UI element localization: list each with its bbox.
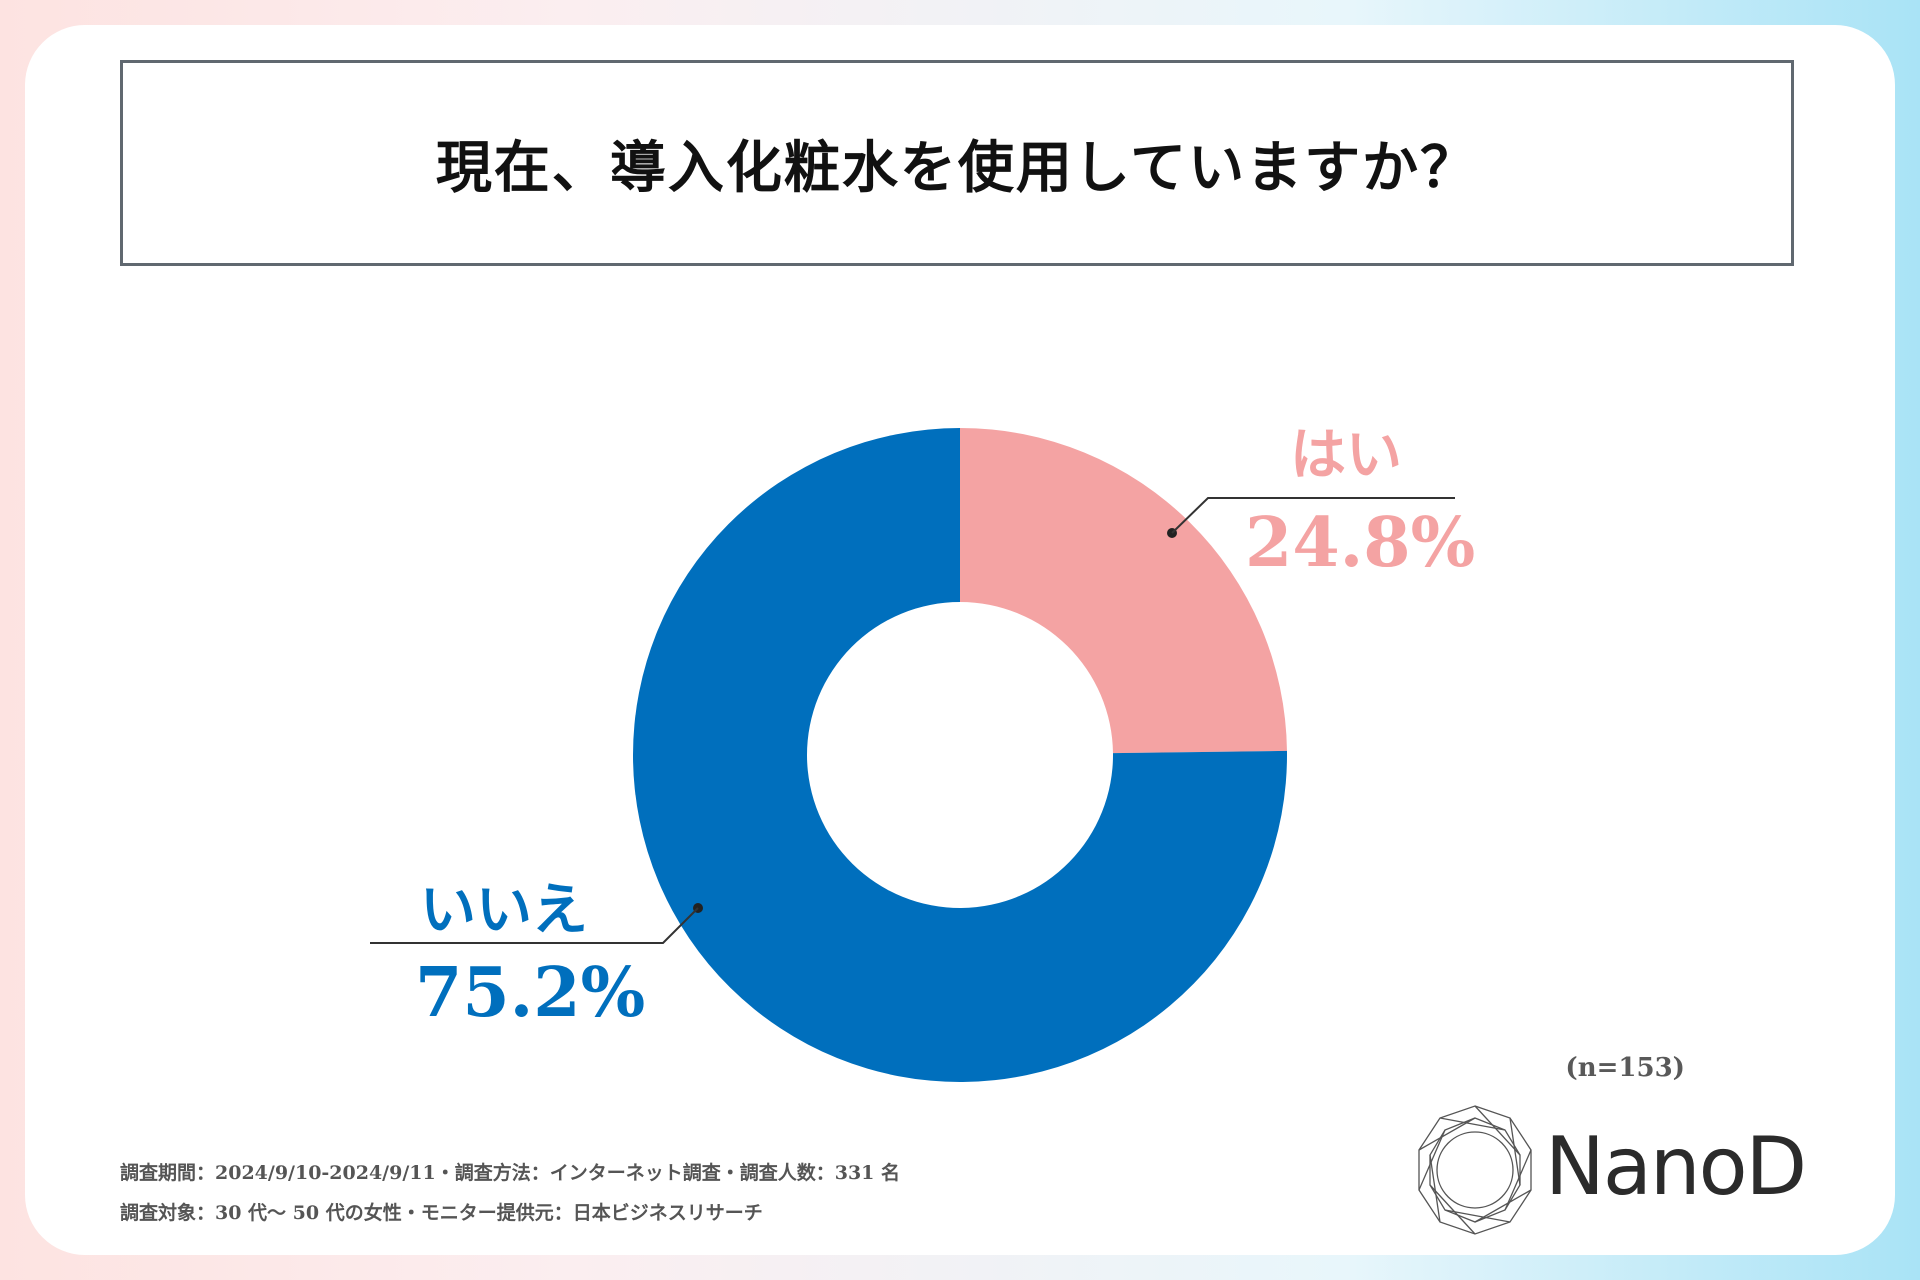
chart-title: 現在、導入化粧水を使用していますか？ [435, 134, 1479, 201]
slice-value-yes: 24.8% [1245, 503, 1476, 583]
leader-yes [1167, 497, 1455, 538]
footnote-survey-period: 調査期間：2024/9/10-2024/9/11・調査方法：インターネット調査・… [120, 1162, 901, 1184]
gem-logo-icon [1418, 1105, 1532, 1235]
leader-no-line [370, 907, 699, 944]
logo-text: NanoD [1545, 1120, 1807, 1213]
donut-chart [370, 428, 1455, 1082]
slice-value-no: 75.2% [415, 953, 646, 1033]
title-box: 現在、導入化粧水を使用していますか？ [120, 60, 1794, 266]
slice-label-yes: はい [1290, 422, 1402, 488]
leader-no [370, 903, 703, 944]
sample-size: (n=153) [1565, 1053, 1685, 1083]
slice-label-no: いいえ [420, 877, 588, 943]
donut-slice-yes [960, 428, 1287, 754]
chart-card: 現在、導入化粧水を使用していますか？ はい 24.8% いいえ 75.2% (n… [25, 25, 1895, 1255]
logo: NanoD [1410, 1100, 1807, 1240]
donut-slice-no [633, 428, 1287, 1082]
footnote-survey-target: 調査対象：30 代～ 50 代の女性・モニター提供元：日本ビジネスリサーチ [120, 1202, 763, 1224]
donut-slices [633, 428, 1287, 1082]
leader-yes-line [1171, 497, 1455, 534]
